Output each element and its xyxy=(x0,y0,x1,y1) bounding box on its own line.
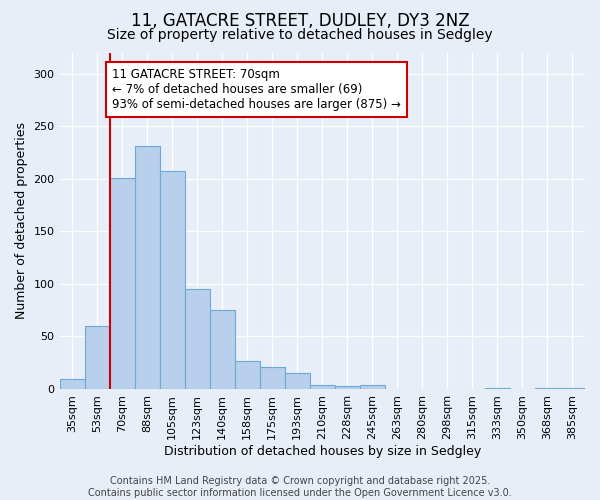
Bar xyxy=(209,310,235,389)
Y-axis label: Number of detached properties: Number of detached properties xyxy=(15,122,28,319)
Bar xyxy=(535,388,560,389)
Bar xyxy=(59,380,85,389)
Text: 11 GATACRE STREET: 70sqm
← 7% of detached houses are smaller (69)
93% of semi-de: 11 GATACRE STREET: 70sqm ← 7% of detache… xyxy=(112,68,401,112)
Text: 11, GATACRE STREET, DUDLEY, DY3 2NZ: 11, GATACRE STREET, DUDLEY, DY3 2NZ xyxy=(131,12,469,30)
Bar xyxy=(560,388,585,389)
Bar xyxy=(235,360,260,389)
Bar xyxy=(134,146,160,389)
Bar xyxy=(310,385,335,389)
Bar xyxy=(360,385,385,389)
X-axis label: Distribution of detached houses by size in Sedgley: Distribution of detached houses by size … xyxy=(164,444,481,458)
Text: Size of property relative to detached houses in Sedgley: Size of property relative to detached ho… xyxy=(107,28,493,42)
Bar xyxy=(85,326,110,389)
Bar xyxy=(335,386,360,389)
Bar xyxy=(260,367,285,389)
Bar xyxy=(160,172,185,389)
Bar xyxy=(485,388,510,389)
Text: Contains HM Land Registry data © Crown copyright and database right 2025.
Contai: Contains HM Land Registry data © Crown c… xyxy=(88,476,512,498)
Bar xyxy=(185,289,209,389)
Bar xyxy=(285,373,310,389)
Bar xyxy=(110,178,134,389)
